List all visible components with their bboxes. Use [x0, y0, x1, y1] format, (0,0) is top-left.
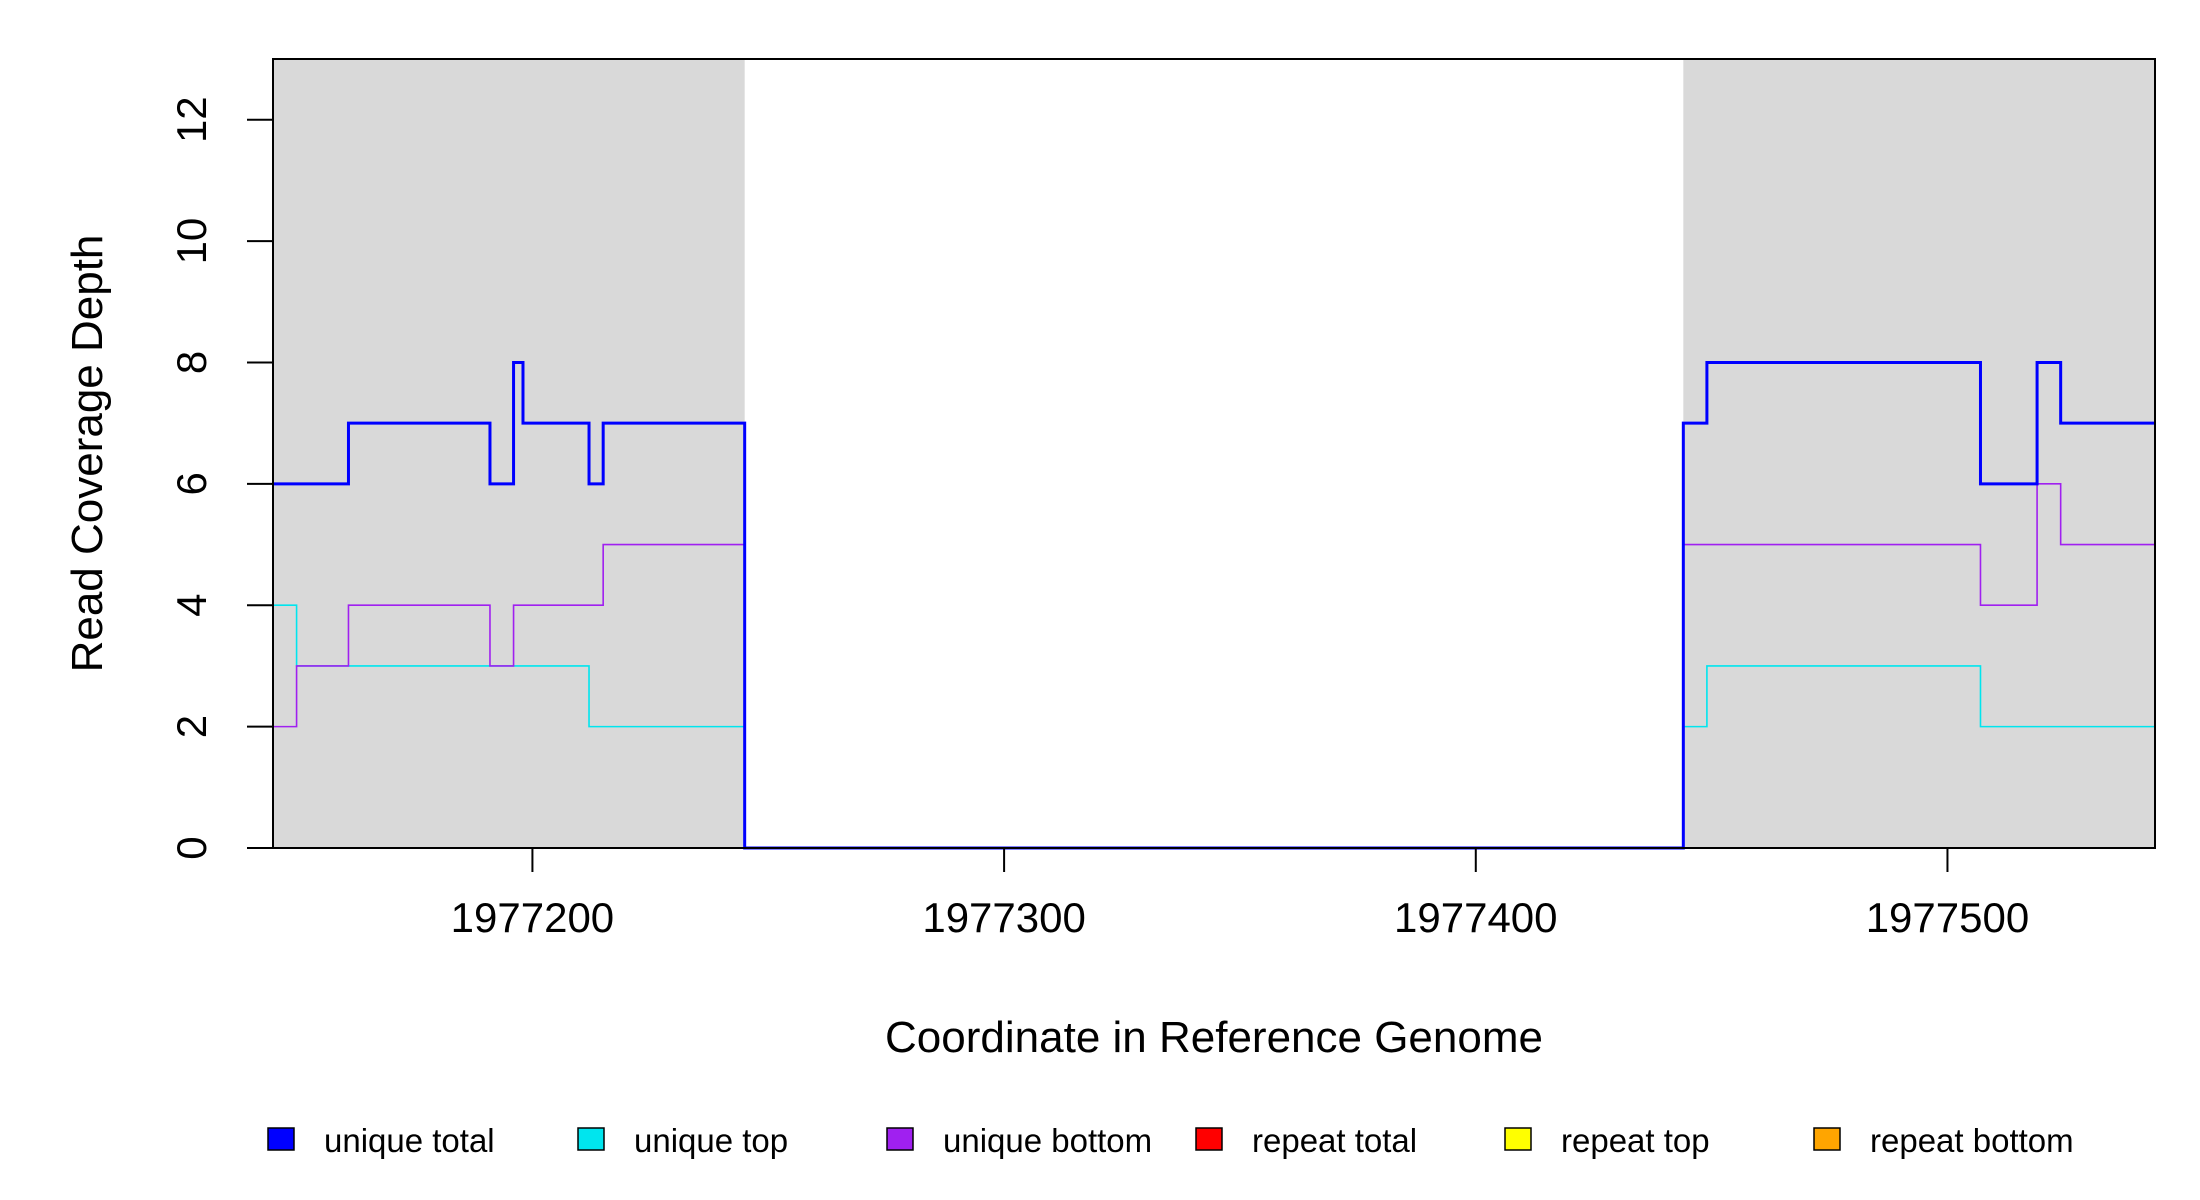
shaded-region: [273, 59, 745, 848]
shaded-regions: [273, 59, 2155, 848]
x-tick-label: 1977400: [1394, 894, 1558, 941]
legend-swatch: [577, 1127, 605, 1151]
x-tick-label: 1977300: [922, 894, 1086, 941]
y-tick-label: 4: [168, 594, 215, 617]
x-axis: 1977200 1977300 1977400 1977500: [451, 848, 2030, 941]
y-tick-label: 12: [168, 96, 215, 143]
legend-label: repeat top: [1561, 1122, 1710, 1159]
legend-label: unique top: [634, 1122, 788, 1159]
y-axis: 0 2 4 6 8 10 12: [168, 96, 273, 860]
series-line-unique-total: [273, 360, 2155, 850]
shaded-region: [1683, 59, 2155, 848]
legend-swatch: [267, 1127, 295, 1151]
plot-frame: [272, 58, 2156, 849]
legend-swatch: [1504, 1127, 1532, 1151]
y-tick-label: 6: [168, 472, 215, 495]
legend-label: repeat bottom: [1870, 1122, 2074, 1159]
legend-swatch: [1195, 1127, 1223, 1151]
legend-swatch: [886, 1127, 914, 1151]
legend-label: repeat total: [1252, 1122, 1417, 1159]
y-tick-label: 8: [168, 351, 215, 374]
legend-label: unique total: [324, 1122, 495, 1159]
legend-label: unique bottom: [943, 1122, 1152, 1159]
x-axis-title: Coordinate in Reference Genome: [885, 1013, 1543, 1062]
y-tick-label: 2: [168, 715, 215, 738]
y-tick-label: 10: [168, 218, 215, 265]
x-tick-label: 1977200: [451, 894, 615, 941]
y-tick-label: 0: [168, 836, 215, 859]
series-line-unique-bottom: [273, 483, 2155, 849]
legend: unique total unique top unique bottom repea…: [267, 1122, 2074, 1159]
y-axis-title: Read Coverage Depth: [63, 235, 112, 673]
x-tick-label: 1977500: [1866, 894, 2030, 941]
legend-swatch: [1813, 1127, 1841, 1151]
